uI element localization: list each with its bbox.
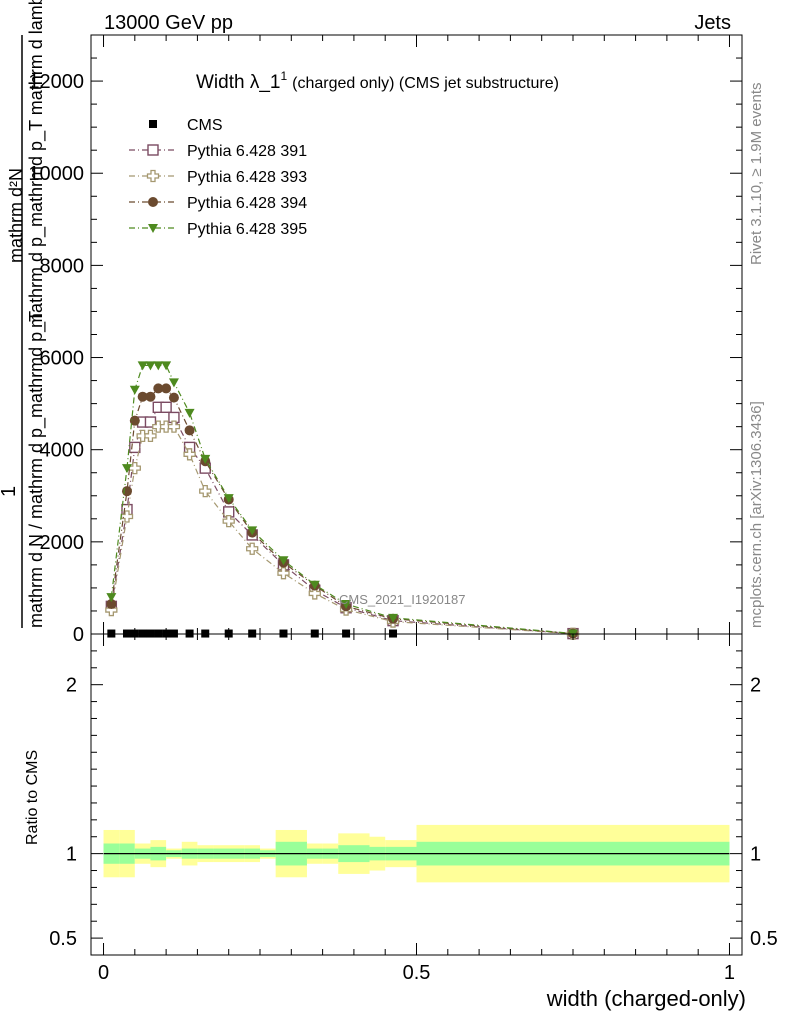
- series-line: [110, 364, 574, 635]
- data-point: [153, 361, 164, 371]
- data-point: [144, 429, 157, 443]
- ratio-y-tick-label-right: 2: [750, 675, 761, 697]
- data-point: [145, 361, 156, 371]
- main-plot-panel: 0 2000 4000 6000 8000 10000 12000 CMS_2021_I19…: [28, 34, 743, 646]
- legend-marker: [149, 120, 157, 128]
- data-point: [160, 401, 172, 414]
- data-point: [106, 593, 117, 603]
- legend-item: Pythia 6.428 394: [129, 195, 307, 212]
- legend-marker: [148, 224, 158, 233]
- ratio-y-tick-label: 0.5: [49, 928, 77, 950]
- legend-label: Pythia 6.428 391: [187, 143, 307, 160]
- y-tick-label: 8000: [40, 255, 85, 277]
- title-superscript: 1: [280, 69, 287, 83]
- ratio-y-tick-label-right: 1: [750, 844, 761, 866]
- data-point: [223, 494, 234, 504]
- data-point: [129, 415, 140, 426]
- title-main: Width λ_1: [196, 72, 280, 93]
- data-point: [167, 420, 181, 433]
- y-label-numerator-sub: mathrm d p_mathrmd p_T mathrm d lambda: [26, 0, 47, 328]
- ratio-plot-panel: 0.5 1 2 0.5 1 2 0 0.5 1 Ratio to CMS width (char…: [24, 633, 778, 1011]
- data-point: [246, 542, 259, 555]
- data-point: [278, 556, 289, 566]
- data-point: [222, 514, 235, 528]
- data-point: [129, 385, 140, 395]
- data-point: [137, 391, 148, 402]
- data-point: [153, 383, 164, 394]
- data-point: [106, 599, 117, 610]
- rivet-info-label: Rivet 3.1.10, ≥ 1.9M events: [748, 83, 765, 266]
- data-point: [145, 391, 156, 402]
- legend-label: Pythia 6.428 393: [187, 169, 307, 186]
- svg-text:Width λ_11(charged only) (CMS: Width λ_11 (charged only) (CMS jet substr…: [196, 69, 559, 93]
- header-jets-label: Jets: [694, 12, 731, 34]
- data-point: [199, 485, 212, 498]
- y-tick-label: 2000: [40, 532, 85, 554]
- legend-item: CMS: [149, 117, 223, 134]
- y-tick-label: 0: [73, 624, 84, 646]
- data-point: [183, 448, 196, 461]
- legend-item: Pythia 6.428 391: [129, 143, 307, 160]
- data-point: [184, 408, 195, 418]
- x-axis-label: width (charged-only): [546, 986, 746, 1011]
- data-point: [341, 600, 352, 610]
- data-point: [277, 567, 290, 580]
- x-tick-label: 0: [98, 962, 109, 984]
- y-tick-label: 6000: [40, 348, 85, 370]
- data-point: [137, 361, 148, 371]
- data-point: [168, 378, 179, 388]
- legend-marker: [148, 197, 158, 207]
- analysis-watermark: CMS_2021_I1920187: [339, 592, 466, 607]
- legend-marker: [146, 169, 160, 183]
- data-point: [144, 416, 157, 428]
- data-point: [247, 526, 258, 536]
- legend-label: Pythia 6.428 394: [187, 195, 307, 212]
- header-energy-label: 13000 GeV pp: [104, 12, 233, 34]
- legend-marker: [147, 144, 159, 156]
- data-point: [184, 425, 195, 436]
- data-point: [200, 454, 211, 464]
- y-tick-label: 10000: [28, 163, 84, 185]
- y-tick-label: 12000: [28, 71, 84, 93]
- ratio-y-tick-label: 1: [66, 844, 77, 866]
- series-line: [110, 426, 574, 635]
- y-label-denominator: mathrm d N / mathrm d p_mathrmd p_T: [26, 311, 47, 628]
- data-point: [121, 464, 132, 474]
- mcplots-label: mcplots.cern.ch [arXiv:1306.3436]: [748, 401, 765, 628]
- data-point: [161, 383, 172, 394]
- y-label-fraction-one: 1: [0, 486, 20, 497]
- data-point: [161, 361, 172, 371]
- title-rest: (charged only) (CMS jet substructure): [292, 75, 559, 92]
- series-pythia-6-428-393: [105, 420, 580, 640]
- legend-item: Pythia 6.428 395: [129, 221, 307, 238]
- legend-label: CMS: [187, 117, 223, 134]
- series-pythia-6-428-395: [106, 361, 578, 639]
- y-tick-label: 4000: [40, 440, 85, 462]
- legend-item: Pythia 6.428 393: [129, 169, 307, 186]
- ratio-y-tick-label: 2: [66, 675, 77, 697]
- ratio-y-tick-label-right: 0.5: [750, 928, 778, 950]
- ratio-plot-frame: [90, 633, 743, 956]
- x-tick-label: 0.5: [403, 962, 431, 984]
- data-point: [309, 580, 320, 590]
- plot-title: Width λ_11 (charged only) (CMS jet substr…: [196, 69, 559, 93]
- y-label-numerator: mathrm d²N: [6, 168, 26, 263]
- main-y-axis-label: mathrm d²N mathrm d p_mathrmd p_T mathrm…: [0, 0, 47, 628]
- legend-label: Pythia 6.428 395: [187, 221, 307, 238]
- ratio-y-axis-label: Ratio to CMS: [24, 750, 41, 845]
- main-axis-ticks: 0 2000 4000 6000 8000 10000 12000: [28, 35, 742, 646]
- data-point: [388, 613, 399, 623]
- data-point: [168, 392, 179, 403]
- data-point: [121, 486, 132, 497]
- x-tick-label: 1: [724, 962, 735, 984]
- data-point: [308, 587, 321, 600]
- ratio-axis-ticks: 0.5 1 2 0.5 1 2 0 0.5 1: [49, 634, 778, 984]
- legend: CMS Pythia 6.428 391 Pythia 6.428 393 Pythi…: [129, 117, 307, 238]
